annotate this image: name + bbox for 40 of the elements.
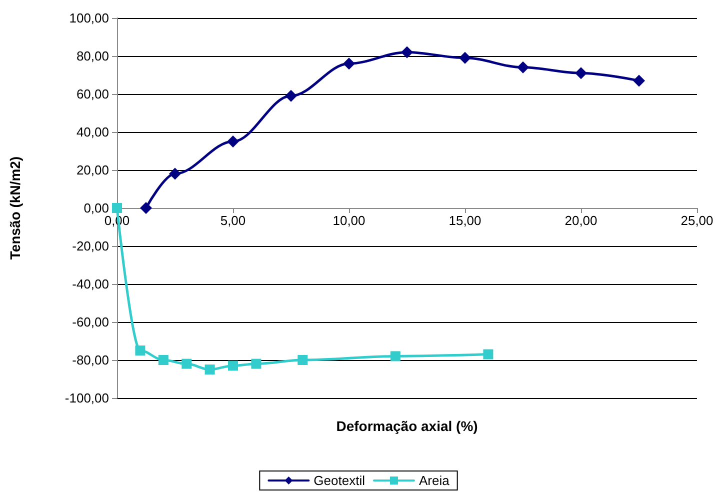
point — [517, 61, 529, 74]
x-axis-title: Deformação axial (%) — [336, 418, 478, 434]
legend-label: Geotextil — [314, 473, 366, 488]
point — [227, 136, 239, 148]
point — [169, 168, 181, 180]
point — [633, 74, 645, 87]
y-tick-label: 60,00 — [76, 86, 109, 102]
point — [343, 58, 355, 70]
y-tick-label: 40,00 — [76, 124, 109, 140]
y-tick-label: 80,00 — [76, 48, 109, 64]
y-tick-label: -20,00 — [72, 238, 109, 254]
x-tick-label: 20,00 — [564, 213, 598, 228]
point — [112, 203, 122, 213]
y-tick-label: 20,00 — [76, 162, 109, 178]
point — [251, 358, 262, 369]
y-tick-label: -100,00 — [64, 390, 109, 406]
point — [298, 355, 308, 365]
point — [135, 346, 146, 356]
y-tick-label: 0,00 — [84, 200, 109, 216]
point — [182, 358, 192, 369]
y-tick-label: -80,00 — [72, 352, 109, 368]
point — [575, 67, 587, 80]
y-tick-label: 100,00 — [69, 10, 109, 26]
x-tick-label: 10,00 — [332, 213, 366, 228]
point — [140, 202, 152, 214]
x-tick-label: 25,00 — [680, 213, 714, 228]
point — [228, 360, 238, 371]
point — [459, 52, 471, 64]
point — [390, 351, 400, 362]
y-tick-label: -60,00 — [72, 314, 109, 330]
x-tick-label: 15,00 — [448, 213, 482, 228]
point — [401, 46, 413, 58]
y-axis-title: Tensão (kN/m2) — [7, 156, 23, 260]
x-tick-label: 5,00 — [220, 213, 246, 228]
point — [204, 364, 215, 374]
legend-label: Areia — [418, 473, 450, 488]
y-tick-label: -40,00 — [72, 276, 109, 292]
point — [285, 90, 297, 102]
point — [158, 355, 168, 365]
point — [483, 349, 494, 360]
